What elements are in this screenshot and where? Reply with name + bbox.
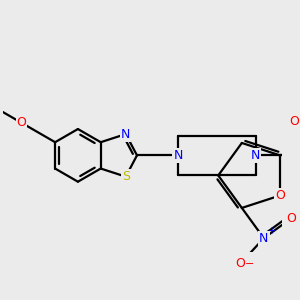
Text: +: + bbox=[267, 226, 275, 236]
Text: −: − bbox=[245, 259, 254, 269]
Text: O: O bbox=[16, 116, 26, 129]
Text: O: O bbox=[286, 212, 296, 225]
Text: N: N bbox=[251, 149, 260, 162]
Text: O: O bbox=[235, 257, 245, 270]
Text: O: O bbox=[290, 115, 299, 128]
Text: N: N bbox=[259, 232, 268, 245]
Text: N: N bbox=[173, 149, 183, 162]
Text: O: O bbox=[275, 189, 285, 202]
Text: N: N bbox=[121, 128, 130, 141]
Text: S: S bbox=[122, 170, 130, 183]
